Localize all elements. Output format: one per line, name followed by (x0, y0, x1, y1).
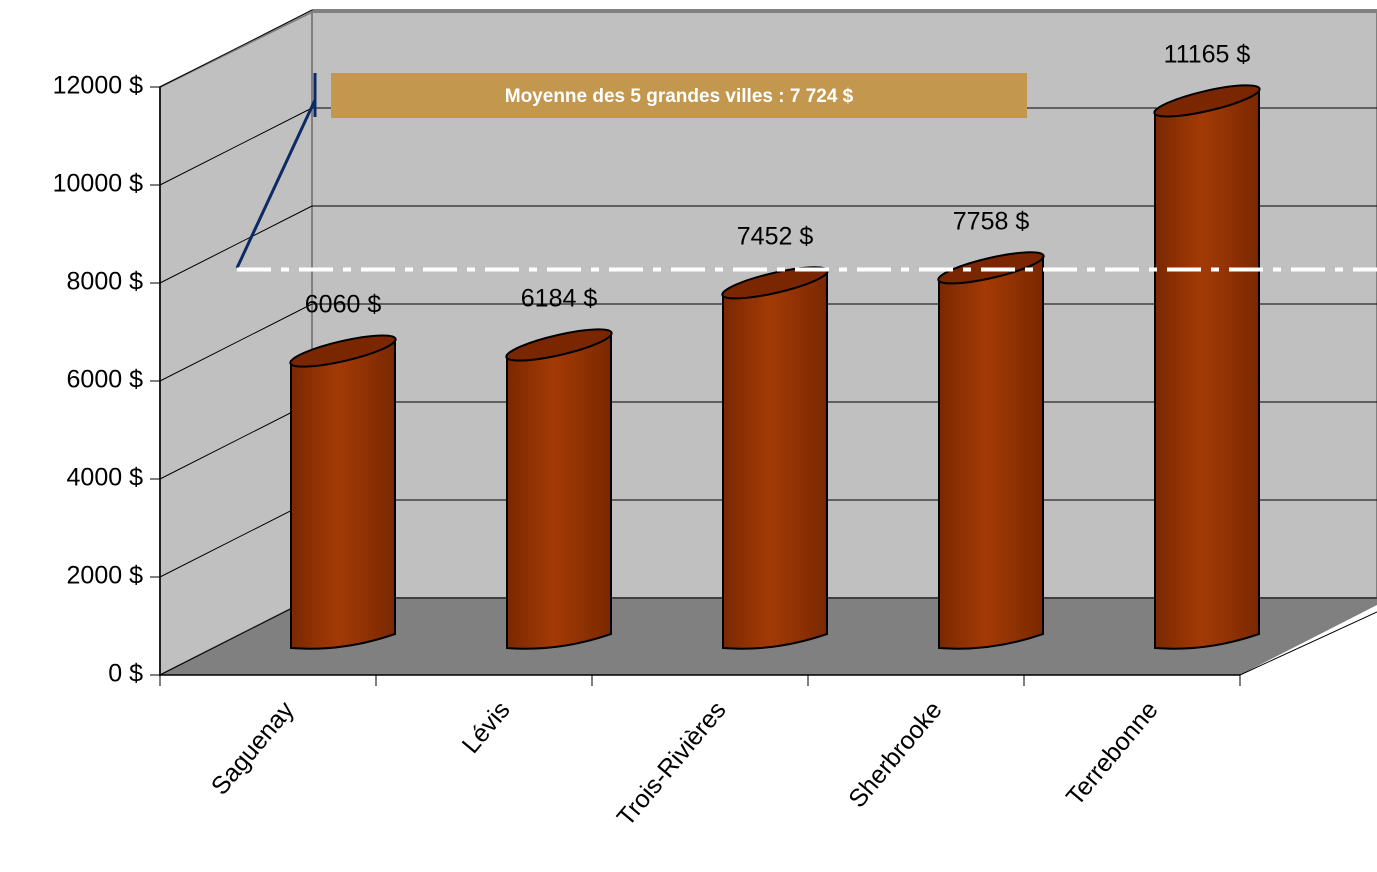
grid-line (159, 107, 313, 186)
y-tick-label: 10000 $ (53, 170, 143, 198)
bar (938, 254, 1044, 650)
leader-line (235, 99, 317, 269)
y-tick-label: 0 $ (108, 660, 143, 688)
grid-line (159, 499, 313, 578)
bar (722, 269, 828, 650)
annotation: Moyenne des 5 grandes villes : 7 724 $ (505, 86, 854, 107)
grid-line (159, 9, 313, 88)
bar (506, 331, 612, 650)
x-tick-label: Trois-Rivières (612, 696, 732, 831)
y-tick-label: 12000 $ (53, 72, 143, 100)
bar (1154, 87, 1260, 650)
value-label: 6184 $ (521, 285, 598, 313)
value-label: 11165 $ (1164, 41, 1251, 69)
annotation-box (331, 73, 1027, 118)
y-tick-label: 8000 $ (67, 268, 144, 296)
grid-line (159, 205, 313, 284)
y-tick-label: 2000 $ (67, 562, 144, 590)
bar (290, 337, 396, 650)
x-tick-label: Sherbrooke (843, 696, 948, 813)
x-tick-label: Lévis (457, 696, 516, 759)
value-label: 6060 $ (305, 291, 382, 319)
grid-line (159, 401, 313, 480)
grid-line (159, 597, 313, 676)
x-tick-label: Terrebonne (1061, 696, 1164, 811)
y-tick-label: 6000 $ (67, 366, 144, 394)
bar-top (1153, 84, 1261, 118)
y-tick-label: 4000 $ (67, 464, 144, 492)
side-wall (159, 10, 313, 677)
grid-line (159, 303, 313, 382)
bar-top (289, 334, 397, 368)
value-label: 7452 $ (737, 222, 814, 250)
x-tick-label: Saguenay (206, 696, 300, 801)
value-label: 7758 $ (953, 207, 1030, 235)
floor-edge (1239, 611, 1377, 676)
bar-top (505, 328, 613, 362)
